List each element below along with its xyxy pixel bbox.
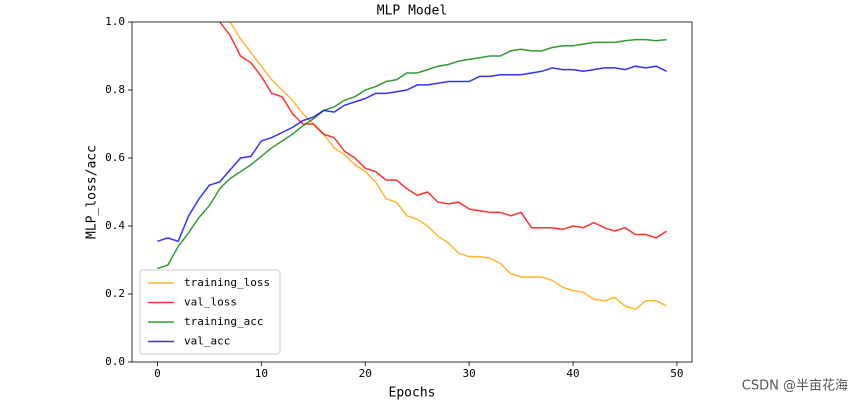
x-axis-label: Epochs — [389, 386, 436, 401]
legend-label: training_acc — [184, 315, 263, 328]
x-tick-label: 0 — [154, 367, 161, 380]
y-tick-label: 0.2 — [105, 287, 125, 300]
series-line — [218, 22, 667, 239]
series-line — [229, 22, 667, 311]
x-tick-label: 10 — [255, 367, 268, 380]
series-line — [157, 65, 667, 243]
y-axis-label: MLP_loss/acc — [85, 145, 100, 239]
y-tick-label: 0.4 — [105, 219, 125, 232]
x-tick-label: 20 — [359, 367, 372, 380]
x-tick-label: 30 — [463, 367, 476, 380]
series-line — [157, 38, 667, 270]
watermark: CSDN @半亩花海 — [742, 378, 848, 394]
legend-label: val_acc — [184, 335, 230, 348]
x-tick-label: 50 — [670, 367, 683, 380]
plot-lines — [157, 22, 667, 311]
y-tick-label: 1.0 — [105, 15, 125, 28]
legend-label: val_loss — [184, 296, 237, 309]
y-tick-label: 0.6 — [105, 151, 125, 164]
y-tick-label: 0.0 — [105, 355, 125, 368]
chart-title: MLP Model — [377, 4, 447, 19]
plot-frame — [131, 21, 693, 363]
legend-box — [139, 269, 281, 355]
legend-label: training_loss — [184, 276, 270, 289]
x-tick-label: 40 — [566, 367, 579, 380]
y-tick-label: 0.8 — [105, 83, 125, 96]
